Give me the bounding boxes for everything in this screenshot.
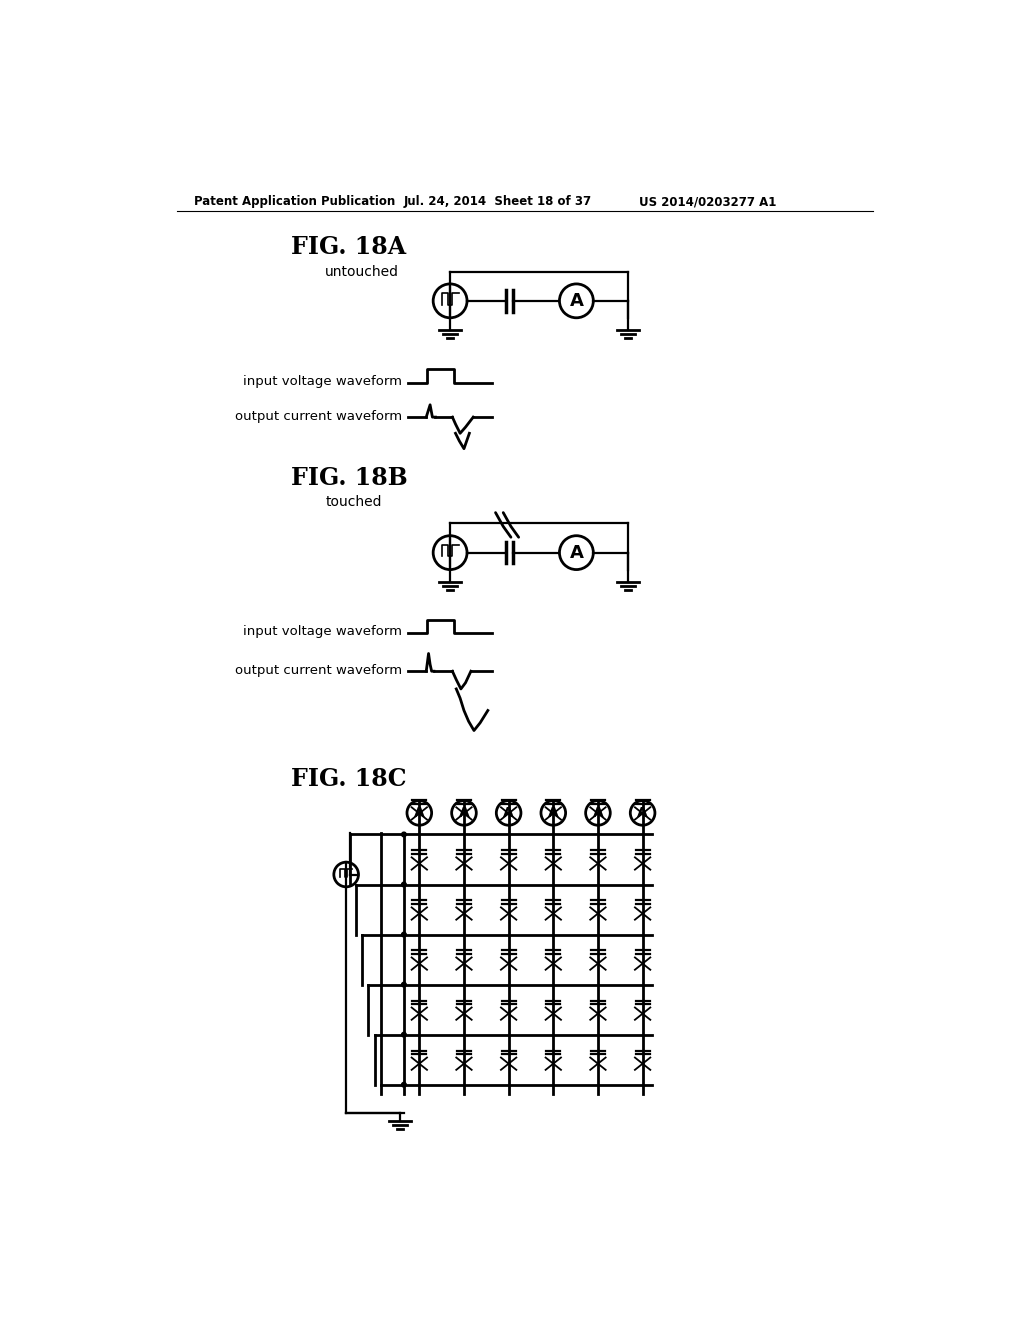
Text: US 2014/0203277 A1: US 2014/0203277 A1	[639, 195, 776, 209]
Text: FIG. 18C: FIG. 18C	[291, 767, 407, 791]
Circle shape	[401, 932, 407, 937]
Circle shape	[401, 1032, 407, 1038]
Text: FIG. 18A: FIG. 18A	[291, 235, 406, 260]
Circle shape	[401, 1082, 407, 1088]
Text: input voltage waveform: input voltage waveform	[244, 375, 402, 388]
Text: A: A	[503, 807, 514, 820]
Text: touched: touched	[326, 495, 382, 510]
Text: A: A	[459, 807, 469, 820]
Text: untouched: untouched	[326, 264, 399, 279]
Text: output current waveform: output current waveform	[236, 664, 402, 677]
Text: Patent Application Publication: Patent Application Publication	[194, 195, 395, 209]
Text: A: A	[414, 807, 425, 820]
Text: A: A	[593, 807, 603, 820]
Text: output current waveform: output current waveform	[236, 409, 402, 422]
Text: input voltage waveform: input voltage waveform	[244, 626, 402, 639]
Text: A: A	[548, 807, 559, 820]
Circle shape	[401, 982, 407, 987]
Text: A: A	[569, 292, 584, 310]
Text: A: A	[637, 807, 648, 820]
Text: A: A	[569, 544, 584, 561]
Circle shape	[401, 832, 407, 837]
Circle shape	[401, 882, 407, 887]
Text: Jul. 24, 2014  Sheet 18 of 37: Jul. 24, 2014 Sheet 18 of 37	[403, 195, 592, 209]
Text: FIG. 18B: FIG. 18B	[291, 466, 408, 491]
